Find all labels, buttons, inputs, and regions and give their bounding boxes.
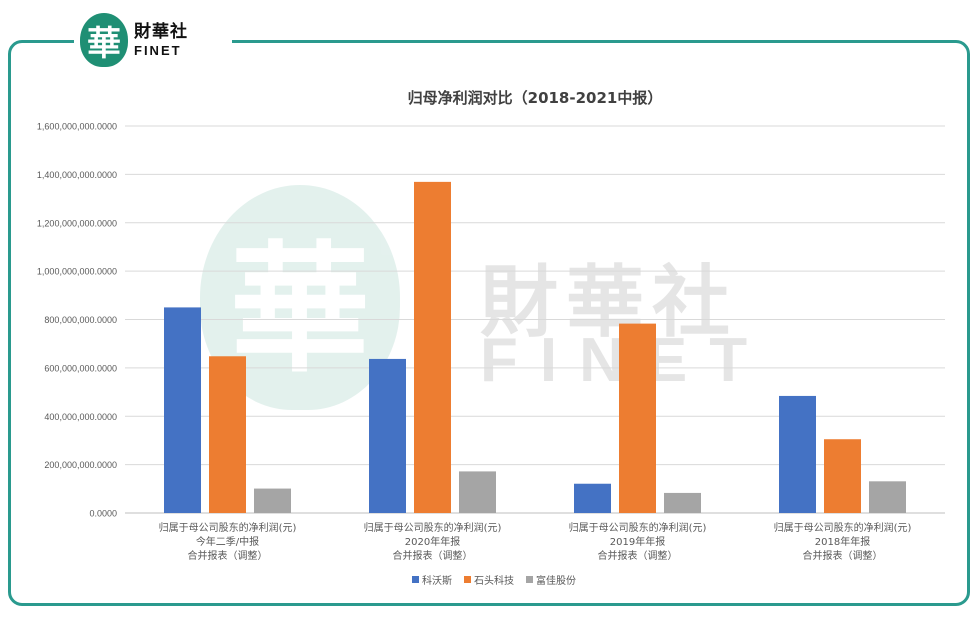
y-tick-label: 1,000,000,000.0000 xyxy=(37,267,117,277)
x-tick-label: 归属于母公司股东的净利润(元) xyxy=(569,521,707,534)
x-tick-label: 合并报表（调整） xyxy=(803,549,883,562)
x-tick-label: 合并报表（调整） xyxy=(393,549,473,562)
logo-text: 財華社 FINET xyxy=(134,21,188,58)
y-tick-label: 400,000,000.0000 xyxy=(44,412,117,422)
y-tick-label: 1,600,000,000.0000 xyxy=(37,122,117,132)
brand-name-cn: 財華社 xyxy=(134,21,188,42)
chart-title: 归母净利润对比（2018-2021中报） xyxy=(408,89,663,107)
bar xyxy=(824,439,861,513)
legend-label: 科沃斯 xyxy=(422,574,452,587)
bar xyxy=(574,483,611,513)
x-tick-label: 归属于母公司股东的净利润(元) xyxy=(774,521,912,534)
legend-label: 石头科技 xyxy=(474,574,514,587)
y-tick-label: 200,000,000.0000 xyxy=(44,460,117,470)
y-tick-label: 1,400,000,000.0000 xyxy=(37,170,117,180)
bar xyxy=(619,323,656,513)
x-tick-label: 归属于母公司股东的净利润(元) xyxy=(159,521,297,534)
bar xyxy=(254,488,291,513)
x-tick-label: 2020年年报 xyxy=(405,535,460,548)
y-tick-label: 0.0000 xyxy=(89,509,117,519)
x-tick-label: 合并报表（调整） xyxy=(188,549,268,562)
bar xyxy=(414,181,451,514)
bar xyxy=(779,395,816,513)
x-tick-label: 今年二季/中报 xyxy=(196,535,259,548)
y-tick-label: 600,000,000.0000 xyxy=(44,363,117,373)
legend-swatch xyxy=(412,576,419,583)
legend-swatch xyxy=(464,576,471,583)
y-tick-label: 1,200,000,000.0000 xyxy=(37,218,117,228)
bar xyxy=(664,492,701,513)
bar xyxy=(209,356,246,513)
legend-label: 富佳股份 xyxy=(536,574,576,587)
bar xyxy=(369,358,406,513)
x-tick-label: 归属于母公司股东的净利润(元) xyxy=(364,521,502,534)
bar xyxy=(164,307,201,513)
brand-logo: 華 財華社 FINET xyxy=(74,12,232,68)
x-tick-label: 2019年年报 xyxy=(610,535,665,548)
bar xyxy=(869,481,906,513)
brand-name-en: FINET xyxy=(134,42,182,58)
legend-swatch xyxy=(526,576,533,583)
x-tick-label: 合并报表（调整） xyxy=(598,549,678,562)
y-tick-label: 800,000,000.0000 xyxy=(44,315,117,325)
x-tick-label: 2018年年报 xyxy=(815,535,870,548)
logo-icon: 華 xyxy=(80,13,128,67)
bar xyxy=(459,471,496,513)
